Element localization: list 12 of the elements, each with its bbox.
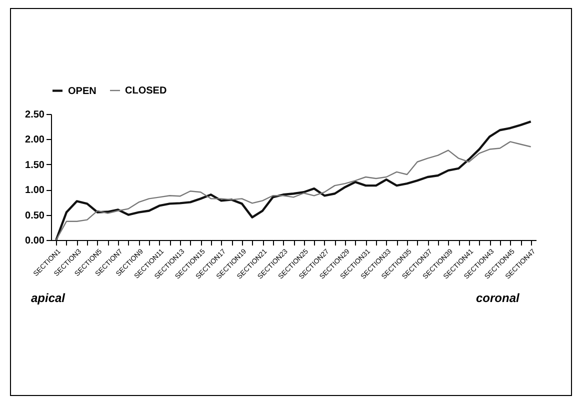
y-tick-label: 2.00 [25,134,45,146]
y-tick-label: 0.50 [25,210,45,222]
text: coronal [476,291,520,305]
line-series [56,141,532,241]
y-tick-label: 1.50 [25,160,45,171]
legend-label: OPEN [68,86,96,97]
legend-label: CLOSED [125,86,167,96]
y-tick-label: 2.50 [25,110,45,120]
y-tick-label: 0.00 [25,236,45,246]
line-series [55,120,532,242]
y-tick-label: 1.00 [25,185,45,196]
text: apical [31,291,66,305]
